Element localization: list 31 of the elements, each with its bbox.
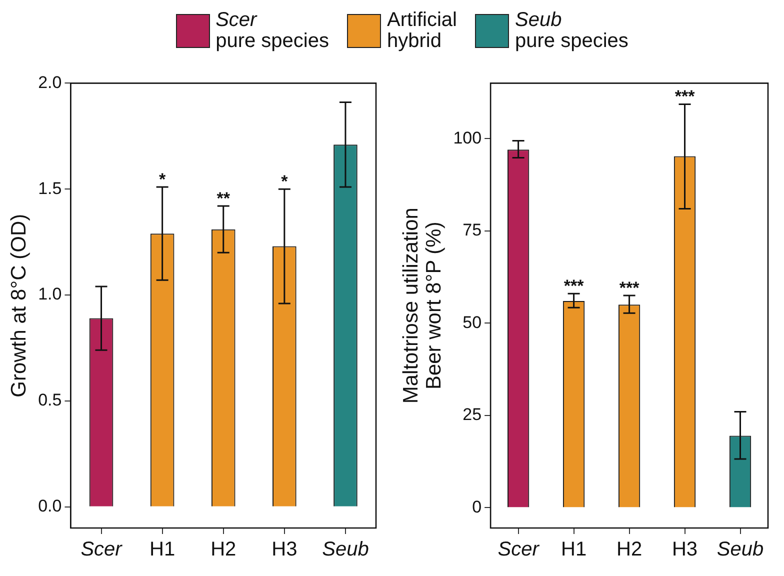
annotation: ** xyxy=(216,189,230,208)
annotation: * xyxy=(281,172,288,192)
x-tick-label: H2 xyxy=(616,538,642,561)
annotation: * xyxy=(159,170,166,189)
x-tick-label: H3 xyxy=(672,538,698,561)
y-tick-label: 1.5 xyxy=(38,178,62,198)
x-tick-label: H2 xyxy=(210,538,236,561)
legend-label: Artificial hybrid xyxy=(386,9,457,52)
y-tick-label: 0.5 xyxy=(38,390,62,410)
x-tick-label: H1 xyxy=(150,538,176,561)
y-tick-label: 0.0 xyxy=(38,496,62,516)
y-tick-label: 100 xyxy=(453,128,482,148)
x-tick-label: H3 xyxy=(272,538,298,561)
x-tick-label: H1 xyxy=(561,538,587,561)
y-axis-title: Maltotriose utilization Beer wort 8°P (%) xyxy=(399,208,446,404)
annotation: *** xyxy=(619,278,640,298)
y-tick-label: 1.0 xyxy=(38,284,62,304)
annotation: *** xyxy=(564,276,584,296)
x-tick-label: Scer xyxy=(80,538,124,561)
legend-label: Seub pure species xyxy=(515,9,628,52)
y-tick-label: 25 xyxy=(462,405,482,424)
y-axis-title: Growth at 8°C (OD) xyxy=(7,214,30,398)
y-tick-label: 50 xyxy=(462,312,482,332)
x-tick-label: Scer xyxy=(498,538,540,561)
y-tick-label: 75 xyxy=(462,220,482,240)
y-tick-label: 0 xyxy=(472,497,482,516)
legend-label: Scer pure species xyxy=(216,9,329,52)
y-tick-label: 2.0 xyxy=(38,72,62,92)
x-tick-label: Seub xyxy=(322,538,369,561)
annotation: *** xyxy=(674,87,696,106)
x-tick-label: Seub xyxy=(716,538,764,561)
